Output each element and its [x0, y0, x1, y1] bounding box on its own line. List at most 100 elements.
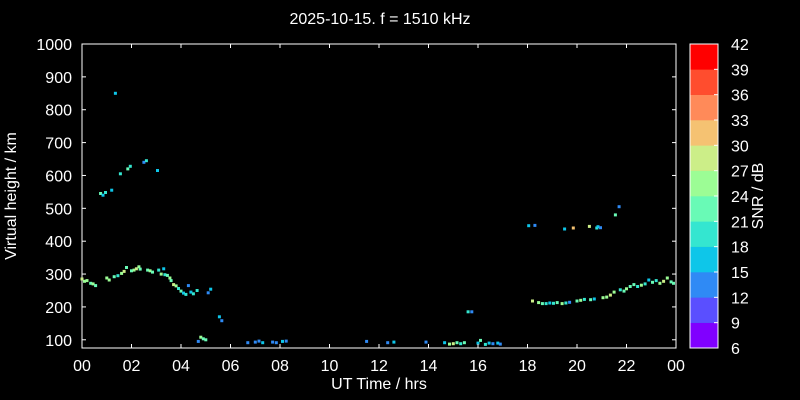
- y-tick-label: 900: [45, 70, 72, 87]
- data-point: [163, 273, 167, 277]
- x-tick-label: 14: [420, 358, 438, 375]
- data-point: [613, 213, 617, 217]
- data-point: [169, 279, 173, 283]
- data-point: [138, 267, 142, 271]
- data-point: [261, 341, 265, 345]
- data-point: [281, 339, 284, 343]
- data-point: [118, 172, 122, 176]
- data-point: [132, 268, 136, 272]
- data-point: [125, 266, 128, 269]
- data-point: [80, 277, 84, 281]
- data-point: [284, 339, 288, 343]
- colorbar-tick-label: 6: [731, 341, 740, 358]
- x-tick-label: 20: [568, 358, 586, 375]
- data-point: [601, 296, 605, 300]
- data-point: [596, 225, 600, 229]
- data-point: [182, 291, 185, 295]
- data-point: [257, 339, 261, 343]
- data-point: [537, 301, 541, 305]
- colorbar-segment: [690, 44, 718, 70]
- y-tick-label: 200: [45, 300, 72, 317]
- data-point: [156, 169, 159, 172]
- x-tick-label: 04: [172, 358, 190, 375]
- data-point: [443, 341, 447, 345]
- data-point: [122, 269, 126, 273]
- x-tick-label: 00: [667, 358, 685, 375]
- data-point: [162, 267, 166, 271]
- data-point: [636, 285, 640, 288]
- colorbar-tick-label: 18: [731, 240, 749, 257]
- data-point: [651, 280, 654, 284]
- data-point: [157, 268, 161, 272]
- data-point: [201, 337, 205, 341]
- colorbar-segment: [690, 94, 718, 121]
- data-point: [151, 270, 154, 274]
- data-point: [466, 310, 470, 314]
- data-point: [112, 275, 116, 279]
- x-tick-label: 18: [519, 358, 537, 375]
- data-point: [579, 298, 583, 302]
- y-tick-label: 700: [45, 136, 72, 153]
- data-points-group: [80, 91, 675, 346]
- data-point: [632, 283, 636, 287]
- x-tick-label: 06: [222, 358, 240, 375]
- data-point: [274, 341, 278, 345]
- data-point: [386, 341, 390, 345]
- data-point: [204, 338, 208, 342]
- data-point: [179, 289, 183, 293]
- data-point: [491, 342, 495, 346]
- data-point: [564, 301, 568, 305]
- data-point: [483, 342, 487, 346]
- data-point: [104, 191, 107, 194]
- data-point: [199, 335, 203, 339]
- colorbar: 6 9 12 15 18 21 24 27 30 33 36 39 42: [689, 37, 749, 358]
- data-point: [177, 287, 180, 290]
- y-axis-ticks: 100 200 300 400 500 600 700 800 900 1000: [36, 37, 676, 350]
- colorbar-segment: [690, 322, 718, 349]
- x-tick-label: 08: [271, 358, 289, 375]
- data-point: [186, 284, 190, 288]
- colorbar-segment: [690, 221, 718, 247]
- colorbar-segment: [690, 246, 718, 273]
- y-tick-label: 100: [45, 333, 72, 350]
- data-point: [172, 283, 176, 287]
- data-point: [587, 224, 591, 228]
- data-point: [618, 288, 622, 292]
- data-point: [159, 272, 163, 276]
- data-point: [116, 274, 120, 278]
- data-point: [113, 91, 117, 95]
- colorbar-segment: [690, 145, 718, 171]
- x-tick-label: 10: [321, 358, 339, 375]
- data-point: [174, 284, 178, 288]
- data-point: [220, 319, 224, 323]
- data-point: [196, 339, 200, 343]
- data-point: [476, 341, 480, 345]
- colorbar-tick-label: 36: [731, 88, 749, 105]
- data-point: [592, 297, 596, 301]
- x-axis-ticks: 00 02 04 06 08 10 12 14 16 18 20 22 00: [73, 44, 685, 375]
- data-point: [548, 301, 552, 305]
- y-tick-label: 300: [45, 267, 72, 284]
- data-point: [195, 289, 199, 292]
- data-point: [555, 301, 559, 305]
- colorbar-tick-label: 21: [731, 214, 749, 231]
- data-point: [271, 340, 275, 344]
- data-point: [647, 278, 651, 282]
- data-point: [89, 281, 93, 285]
- data-point: [448, 342, 451, 346]
- data-point: [144, 159, 148, 163]
- data-point: [487, 341, 491, 345]
- colorbar-tick-label: 27: [731, 164, 749, 181]
- data-point: [599, 226, 602, 230]
- data-point: [496, 341, 500, 345]
- data-point: [253, 340, 257, 344]
- data-point: [571, 226, 575, 230]
- data-point: [527, 224, 531, 228]
- data-point: [533, 223, 537, 227]
- data-point: [165, 273, 169, 277]
- data-point: [654, 279, 658, 283]
- data-point: [498, 342, 502, 346]
- data-point: [146, 268, 150, 272]
- colorbar-tick-label: 9: [731, 316, 740, 333]
- data-point: [459, 342, 463, 346]
